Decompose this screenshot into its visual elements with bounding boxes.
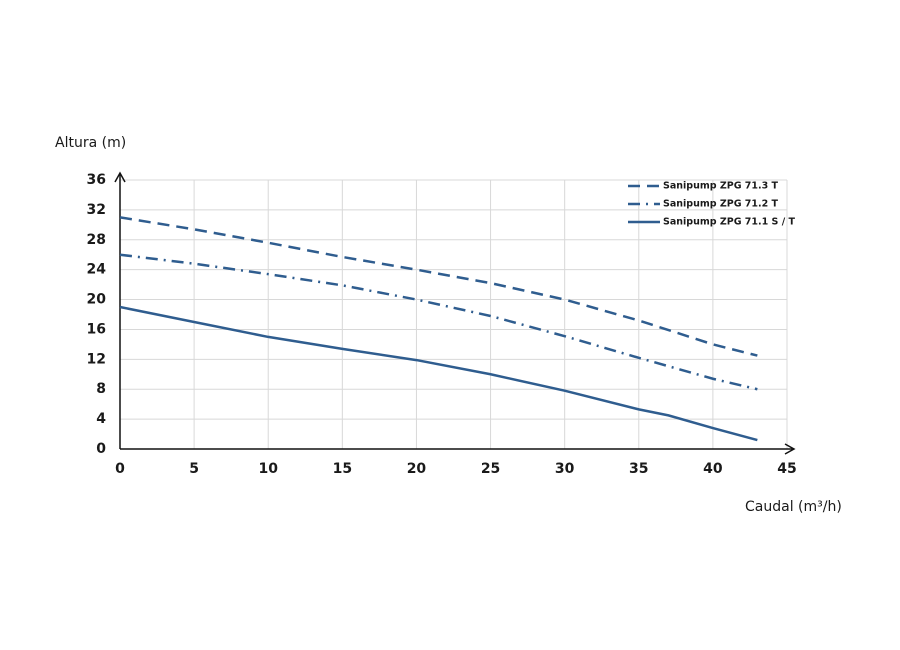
legend-label: Sanipump ZPG 71.3 T: [663, 181, 779, 192]
y-tick-label: 36: [87, 172, 106, 188]
x-tick-label: 40: [703, 461, 723, 477]
x-tick-label: 30: [555, 461, 575, 477]
x-axis-title: Caudal (m³/h): [745, 499, 842, 515]
y-tick-label: 28: [87, 232, 106, 248]
x-tick-label: 0: [115, 461, 125, 477]
series-line: [119, 305, 758, 442]
y-tick-label: 12: [87, 351, 106, 367]
y-tick-label: 20: [87, 292, 107, 308]
y-axis-arrow: [114, 171, 126, 183]
y-tick-label: 24: [87, 262, 107, 278]
y-tick-label: 0: [96, 441, 106, 457]
legend-label: Sanipump ZPG 71.2 T: [663, 199, 779, 210]
x-axis-arrow: [784, 443, 796, 455]
y-tick-label: 4: [96, 411, 106, 427]
x-tick-label: 15: [333, 461, 352, 477]
y-tick-label: 8: [96, 381, 106, 397]
y-axis-title: Altura (m): [55, 135, 126, 151]
x-tick-label: 25: [481, 461, 500, 477]
x-tick-label: 20: [407, 461, 427, 477]
x-tick-label: 5: [189, 461, 199, 477]
series-line: [119, 253, 758, 391]
x-tick-label: 10: [258, 461, 278, 477]
x-tick-label: 45: [777, 461, 796, 477]
y-tick-label: 32: [87, 202, 106, 218]
series-line: [119, 216, 758, 357]
x-tick-label: 35: [629, 461, 648, 477]
legend-label: Sanipump ZPG 71.1 S / T: [663, 217, 795, 228]
y-tick-label: 16: [87, 321, 106, 337]
